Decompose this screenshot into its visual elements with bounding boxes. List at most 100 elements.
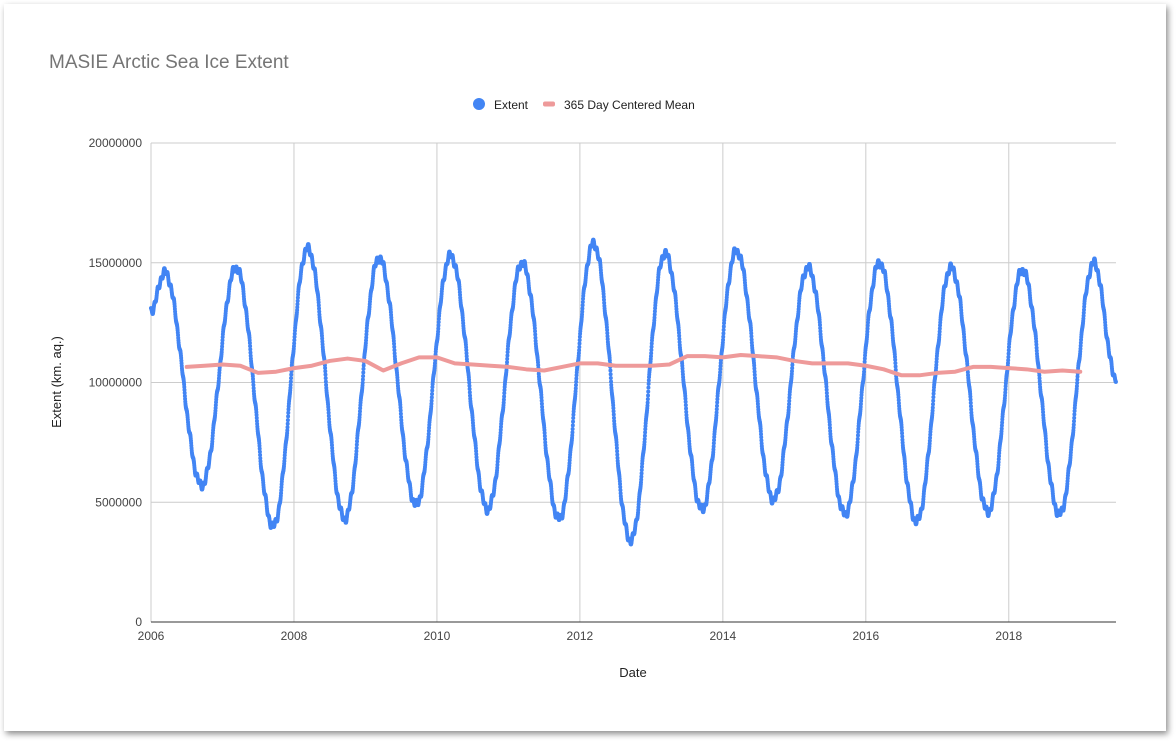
extent-point — [182, 384, 187, 389]
extent-point — [354, 445, 359, 450]
extent-point — [618, 488, 623, 493]
extent-point — [611, 412, 616, 417]
extent-point — [643, 430, 648, 435]
extent-point — [392, 344, 397, 349]
extent-point — [251, 379, 256, 384]
extent-point — [714, 407, 719, 412]
extent-point — [295, 298, 300, 303]
extent-point — [580, 299, 585, 304]
extent-point — [533, 332, 538, 337]
extent-point — [358, 406, 363, 411]
extent-point — [326, 407, 331, 412]
extent-point — [684, 406, 689, 411]
extent-point — [286, 407, 291, 412]
x-tick-label: 2008 — [281, 629, 308, 643]
extent-point — [498, 427, 503, 432]
extent-point — [354, 449, 359, 454]
extent-point — [467, 383, 472, 388]
extent-point — [220, 335, 225, 340]
x-axis-ticks: 2006 2008 2010 2012 2014 2016 2018 — [138, 629, 1023, 643]
extent-point — [614, 442, 619, 447]
extent-point — [320, 339, 325, 344]
extent-point — [282, 459, 287, 464]
extent-point — [543, 440, 548, 445]
extent-point — [502, 391, 507, 396]
extent-point — [354, 452, 359, 457]
extent-point — [288, 382, 293, 387]
extent-point — [317, 309, 322, 314]
extent-point — [357, 415, 362, 420]
extent-point — [498, 424, 503, 429]
extent-point — [436, 329, 441, 334]
extent-point — [430, 388, 435, 393]
extent-point — [282, 453, 287, 458]
extent-point — [721, 327, 726, 332]
extent-point — [567, 458, 572, 463]
extent-point — [649, 348, 654, 353]
extent-point — [257, 443, 262, 448]
extent-point — [254, 418, 259, 423]
extent-point — [498, 430, 503, 435]
extent-point — [683, 403, 688, 408]
extent-point — [182, 390, 187, 395]
extent-point — [577, 344, 582, 349]
extent-point — [182, 387, 187, 392]
extent-point — [399, 418, 404, 423]
extent-point — [219, 347, 224, 352]
extent-point — [292, 334, 297, 339]
extent-point — [721, 331, 726, 336]
extent-point — [573, 383, 578, 388]
extent-point — [317, 306, 322, 311]
extent-point — [457, 290, 462, 295]
extent-point — [573, 386, 578, 391]
extent-point — [608, 372, 613, 377]
legend-item-mean[interactable]: 365 Day Centered Mean — [543, 98, 695, 112]
extent-point — [288, 379, 293, 384]
extent-point — [258, 456, 263, 461]
extent-point — [429, 398, 434, 403]
extent-point — [532, 326, 537, 331]
legend-label-mean: 365 Day Centered Mean — [564, 98, 695, 112]
extent-point — [289, 372, 294, 377]
extent-point — [210, 433, 215, 438]
extent-point — [570, 433, 575, 438]
extent-point — [539, 398, 544, 403]
extent-point — [213, 405, 218, 410]
extent-point — [609, 382, 614, 387]
extent-point — [398, 405, 403, 410]
extent-point — [577, 334, 582, 339]
legend-item-extent[interactable]: Extent — [473, 98, 529, 112]
extent-point — [680, 369, 685, 374]
extent-point — [618, 491, 623, 496]
extent-point — [323, 372, 328, 377]
extent-point — [432, 361, 437, 366]
extent-point — [392, 341, 397, 346]
extent-point — [217, 373, 222, 378]
extent-point — [502, 394, 507, 399]
extent-point — [248, 347, 253, 352]
extent-point — [430, 391, 435, 396]
extent-point — [652, 312, 657, 317]
extent-point — [361, 366, 366, 371]
x-tick-label: 2014 — [710, 629, 737, 643]
x-tick-label: 2012 — [567, 629, 594, 643]
extent-point — [464, 345, 469, 350]
x-tick-label: 2016 — [852, 629, 879, 643]
extent-point — [646, 389, 651, 394]
extent-point — [683, 399, 688, 404]
extent-point — [474, 452, 479, 457]
extent-point — [399, 414, 404, 419]
extent-point — [329, 443, 334, 448]
extent-point — [467, 390, 472, 395]
extent-point — [326, 410, 331, 415]
extent-point — [279, 488, 284, 493]
extent-point — [609, 379, 614, 384]
extent-point — [573, 389, 578, 394]
extent-point — [436, 326, 441, 331]
extent-point — [286, 410, 291, 415]
x-tick-label: 2006 — [138, 629, 165, 643]
extent-point — [571, 419, 576, 424]
extent-point — [257, 446, 262, 451]
extent-point — [323, 366, 328, 371]
extent-point — [636, 505, 641, 510]
